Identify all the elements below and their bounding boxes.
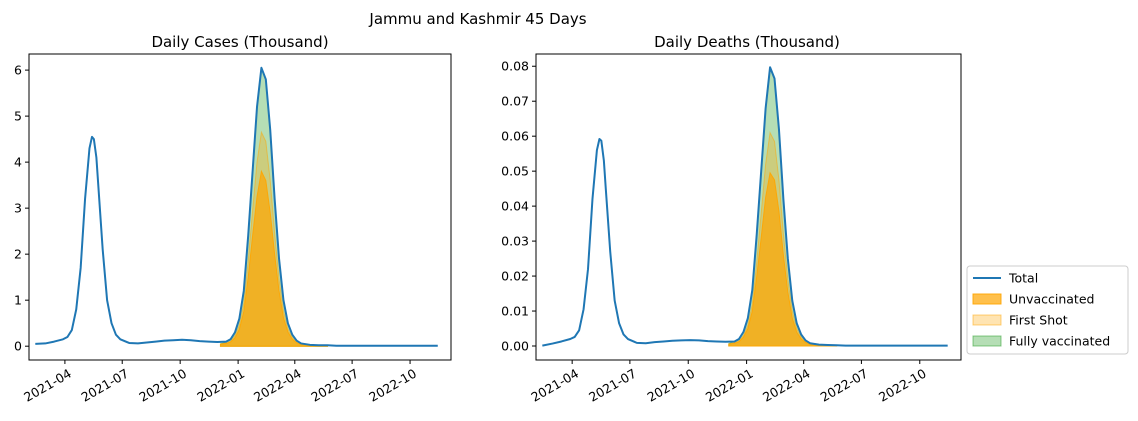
deaths-y-tick-label: 0.01 (501, 304, 529, 319)
deaths-y-tick-label: 0.08 (501, 59, 529, 74)
deaths-y-tick-label: 0.00 (501, 339, 529, 354)
deaths-x-tick-label: 2021-10 (645, 366, 698, 405)
cases-y-tick-label: 0 (14, 339, 22, 354)
deaths-y-tick-label: 0.06 (501, 129, 529, 144)
deaths-x-tick-label: 2021-07 (586, 366, 639, 405)
deaths-line-total (542, 66, 948, 347)
cases-y-tick-label: 3 (14, 201, 22, 216)
deaths-x-tick-label: 2022-07 (818, 366, 871, 405)
figure-suptitle: Jammu and Kashmir 45 Days (368, 10, 586, 28)
deaths-y-tick-label: 0.05 (501, 164, 529, 179)
cases-y-tick-label: 1 (14, 293, 22, 308)
deaths-y-tick-label: 0.07 (501, 94, 529, 109)
deaths-y-tick-label: 0.03 (501, 234, 529, 249)
chart-deaths: Daily Deaths (Thousand) 0.00 0.01 0.02 0.03… (501, 33, 962, 405)
cases-x-tick-label: 2022-07 (308, 366, 361, 405)
cases-x-tick-label: 2022-10 (366, 366, 419, 405)
deaths-x-tick-label: 2022-01 (703, 366, 756, 405)
deaths-x-tick-label: 2021-04 (528, 366, 581, 405)
cases-y-tick-label: 2 (14, 247, 22, 262)
chart-cases-title: Daily Cases (Thousand) (151, 33, 328, 51)
legend-swatch-unvaccinated (972, 293, 1002, 305)
legend: Total Unvaccinated First Shot Fully vaccina… (966, 265, 1129, 355)
cases-x-tick-label: 2022-01 (194, 366, 247, 405)
legend-frame (966, 265, 1129, 355)
cases-y-tick-label: 6 (14, 63, 22, 78)
cases-x-tick-label: 2021-04 (21, 366, 74, 405)
deaths-x-tick-label: 2022-10 (876, 366, 929, 405)
chart-deaths-title: Daily Deaths (Thousand) (654, 33, 840, 51)
legend-label-total: Total (1008, 271, 1038, 286)
cases-y-tick-label: 5 (14, 109, 22, 124)
cases-line-total (35, 66, 438, 347)
legend-label-unvaccinated: Unvaccinated (1009, 292, 1094, 307)
deaths-y-tick-label: 0.02 (501, 269, 529, 284)
legend-label-fully-vaccinated: Fully vaccinated (1009, 334, 1110, 349)
cases-x-tick-label: 2021-07 (78, 366, 131, 405)
deaths-y-tick-label: 0.04 (501, 199, 529, 214)
legend-label-first-shot: First Shot (1009, 313, 1068, 328)
cases-axes-frame (28, 53, 452, 361)
cases-y-tick-label: 4 (14, 155, 22, 170)
deaths-x-tick-label: 2022-04 (760, 366, 813, 405)
cases-x-tick-label: 2021-10 (136, 366, 189, 405)
deaths-axes-frame (535, 53, 962, 361)
legend-swatch-fully-vaccinated (972, 335, 1002, 347)
legend-swatch-first-shot (972, 314, 1002, 326)
cases-x-tick-label: 2022-04 (251, 366, 304, 405)
chart-deaths-plot-area: 0.00 0.01 0.02 0.03 0.04 0.05 0.06 0.07 0.08 2021… (501, 53, 962, 405)
